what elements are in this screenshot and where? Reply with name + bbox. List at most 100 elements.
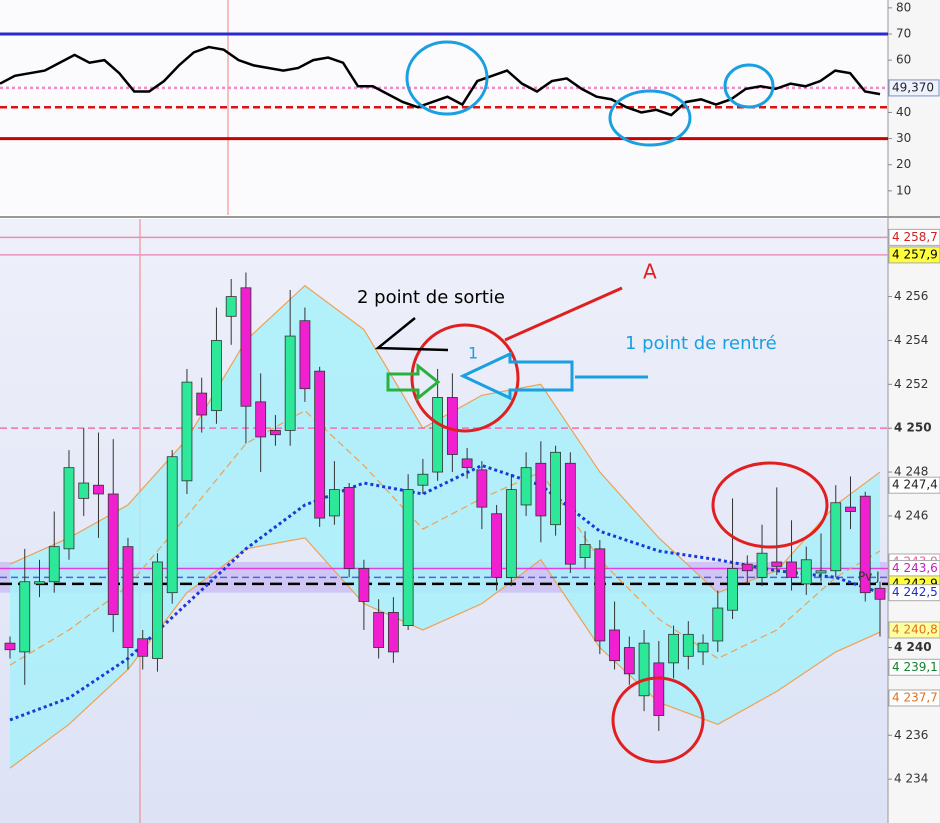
y-tick-label: 4 248: [894, 465, 928, 479]
price-label-box: [888, 228, 940, 246]
price-label-box: [888, 658, 940, 676]
candle-body: [387, 612, 399, 653]
candle-body: [107, 493, 119, 616]
candle-body: [63, 467, 75, 550]
candle-body: [343, 487, 355, 569]
price-label-box: [888, 584, 940, 602]
bollinger-area: [10, 285, 880, 769]
candle-body: [520, 467, 532, 506]
candle-body: [638, 642, 650, 697]
y-tick-label: 4 246: [894, 508, 928, 522]
candle-body: [653, 662, 665, 716]
y-tick-label: 40: [896, 105, 911, 119]
y-tick-label: 4 256: [894, 289, 928, 303]
candle-body: [166, 456, 178, 594]
indicator-line: [9, 409, 881, 666]
y-tick-label: 4 236: [894, 728, 928, 742]
y-tick-label: 4 254: [894, 333, 928, 347]
candle-body: [535, 462, 547, 517]
candle-body: [712, 607, 724, 642]
y-tick-label: 20: [896, 157, 911, 171]
exit-arrow: [374, 317, 449, 352]
green-arrow: [386, 362, 441, 402]
candle-body: [564, 462, 576, 565]
price-label-box: [888, 246, 940, 264]
annotation: A: [643, 260, 657, 284]
candle-body: [446, 397, 458, 455]
price-label-box: [888, 476, 940, 494]
price-label: 4 237,7: [892, 690, 938, 704]
y-tick-label: 4 250: [894, 421, 932, 435]
candle-body: [225, 296, 237, 317]
value-label: 49,370: [892, 80, 934, 94]
highlight-circle: [723, 63, 775, 109]
price-label: 4 242,5: [892, 585, 938, 599]
candle-body: [845, 506, 856, 512]
candle-body: [358, 568, 370, 602]
candle-body: [19, 581, 31, 653]
candle-body: [800, 559, 812, 585]
highlight-circle: [410, 323, 520, 433]
y-tick-label: 30: [896, 131, 911, 145]
candle-body: [373, 612, 385, 648]
candle-body: [609, 629, 620, 662]
annotation: 1 point de rentré: [625, 333, 777, 354]
annotations: A 2 point de sortie 1 point de rentré 1 …: [357, 40, 880, 764]
annotation: Pv J: [858, 570, 880, 584]
axis-background: [888, 0, 940, 823]
candle-body: [682, 633, 694, 657]
candle-body: [34, 581, 45, 585]
blue-arrow: [459, 351, 574, 401]
price-label: 4 243,6: [892, 561, 938, 575]
candle-body: [240, 287, 252, 407]
price-label: 4 258,7: [892, 230, 938, 244]
y-tick-label: 80: [896, 0, 911, 14]
highlight-circle: [405, 40, 489, 116]
candle-body: [211, 340, 222, 412]
candle-body: [255, 401, 267, 438]
rsi-plot: [0, 32, 888, 141]
candle-body: [579, 544, 591, 558]
candle-body: [314, 370, 326, 519]
candle-body: [741, 563, 753, 572]
candle-body: [137, 638, 149, 657]
highlight-circle: [711, 461, 829, 549]
value-label-box: [888, 79, 940, 97]
annotation: 1: [468, 344, 478, 363]
price-label: 4 239,1: [892, 660, 938, 674]
candle-body: [830, 502, 842, 572]
price-label: 4 240,8: [892, 622, 938, 636]
y-tick-label: 4 234: [894, 772, 928, 786]
candle-body: [859, 495, 871, 594]
annotation: 2 point de sortie: [357, 287, 505, 308]
y-tick-label: 4 252: [894, 377, 928, 391]
candle-body: [48, 546, 60, 583]
candle-body: [284, 335, 296, 431]
candle-body: [461, 458, 473, 469]
y-tick-label: 60: [896, 53, 911, 67]
candle-body: [786, 561, 797, 578]
candle-body: [771, 561, 783, 567]
candle-body: [152, 561, 163, 659]
candle-body: [874, 587, 886, 600]
candle-body: [727, 568, 738, 611]
candle-body: [122, 546, 134, 648]
candle-body: [417, 473, 429, 486]
candle-body: [476, 469, 488, 508]
candle-body: [299, 320, 311, 390]
candle-body: [594, 548, 606, 642]
candle-body: [181, 381, 193, 482]
rsi-line: [0, 45, 881, 117]
candle-body: [329, 489, 340, 517]
candle-body: [668, 633, 679, 664]
candle-body: [491, 513, 503, 578]
price-label-box: [888, 621, 940, 639]
candle-body: [623, 647, 635, 675]
price-plot: [0, 236, 888, 769]
y-tick-label: 10: [896, 183, 911, 197]
candle-body: [78, 482, 90, 499]
candle-body: [93, 484, 104, 495]
candle-body: [815, 570, 827, 574]
